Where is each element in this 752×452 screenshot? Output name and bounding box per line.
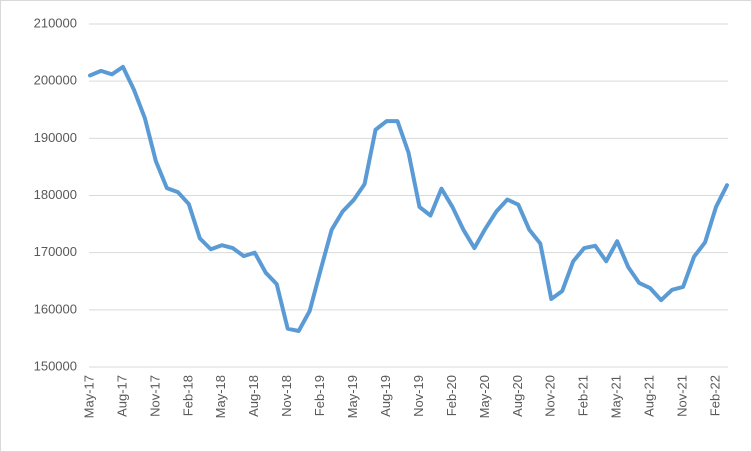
y-tick-label: 150000 (34, 358, 77, 373)
x-tick-label: Nov-20 (543, 375, 558, 417)
x-tick-label: Nov-18 (279, 375, 294, 417)
x-tick-label: May-18 (213, 375, 228, 418)
y-tick-label: 190000 (34, 130, 77, 145)
y-tick-label: 160000 (34, 301, 77, 316)
x-tick-label: Aug-20 (510, 375, 525, 417)
x-tick-label: May-21 (609, 375, 624, 418)
x-tick-label: Nov-21 (675, 375, 690, 417)
x-tick-label: Feb-21 (576, 375, 591, 416)
x-tick-label: Aug-19 (378, 375, 393, 417)
x-tick-label: May-20 (477, 375, 492, 418)
x-tick-label: Aug-21 (642, 375, 657, 417)
x-tick-label: Nov-17 (147, 375, 162, 417)
x-tick-label: Feb-20 (444, 375, 459, 416)
y-tick-label: 180000 (34, 187, 77, 202)
y-tick-label: 200000 (34, 73, 77, 88)
x-tick-label: Feb-18 (180, 375, 195, 416)
y-tick-label: 210000 (34, 15, 77, 30)
x-tick-label: Aug-18 (246, 375, 261, 417)
x-tick-label: Feb-22 (707, 375, 722, 416)
x-tick-label: Aug-17 (114, 375, 129, 417)
data-line (88, 64, 729, 333)
x-tick-label: May-19 (345, 375, 360, 418)
x-tick-label: Feb-19 (312, 375, 327, 416)
x-tick-label: May-17 (81, 375, 96, 418)
x-tick-label: Nov-19 (411, 375, 426, 417)
y-tick-label: 170000 (34, 244, 77, 259)
